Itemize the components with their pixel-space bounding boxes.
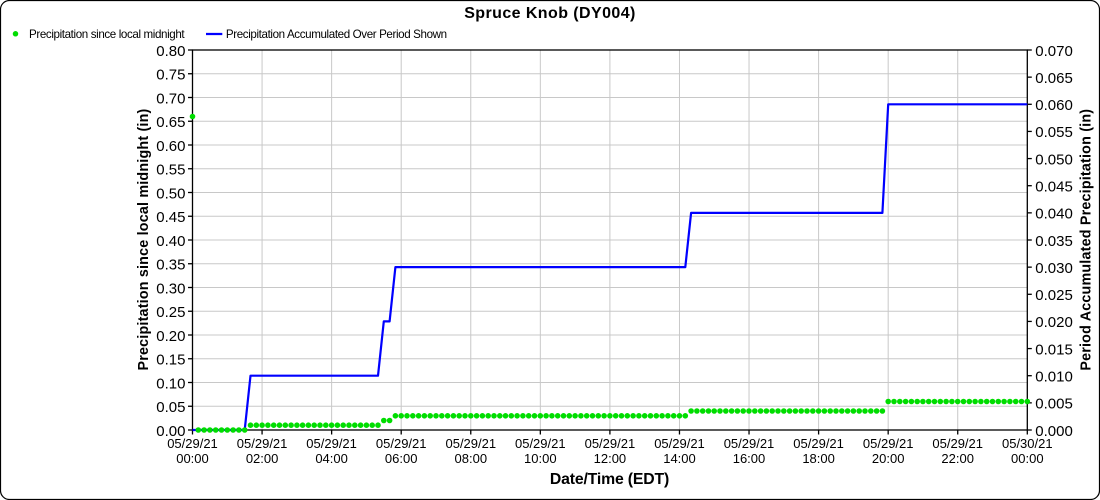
svg-text:0.035: 0.035 [1035,233,1073,250]
svg-text:18:00: 18:00 [802,451,835,466]
svg-text:Date/Time (EDT): Date/Time (EDT) [550,471,669,488]
svg-text:05/29/21: 05/29/21 [724,436,775,451]
svg-text:0.055: 0.055 [1035,124,1073,141]
svg-text:0.050: 0.050 [1035,151,1073,168]
svg-text:0.020: 0.020 [1035,314,1073,331]
svg-text:0.25: 0.25 [156,304,185,321]
svg-text:Period Accumulated Precipitati: Period Accumulated Precipitation (in) [1079,109,1095,371]
svg-text:0.030: 0.030 [1035,260,1073,277]
svg-text:05/29/21: 05/29/21 [515,436,566,451]
svg-text:0.065: 0.065 [1035,70,1073,87]
svg-text:00:00: 00:00 [176,451,209,466]
svg-text:05/29/21: 05/29/21 [585,436,636,451]
svg-text:05/29/21: 05/29/21 [654,436,705,451]
svg-text:0.50: 0.50 [156,185,185,202]
svg-text:05/29/21: 05/29/21 [793,436,844,451]
svg-text:0.20: 0.20 [156,328,185,345]
svg-text:04:00: 04:00 [315,451,348,466]
svg-text:0.55: 0.55 [156,162,185,179]
svg-text:0.30: 0.30 [156,280,185,297]
svg-text:0.80: 0.80 [156,43,185,60]
svg-text:10:00: 10:00 [524,451,557,466]
svg-text:05/29/21: 05/29/21 [863,436,914,451]
svg-text:02:00: 02:00 [246,451,279,466]
svg-text:Precipitation since local midn: Precipitation since local midnight (in) [136,108,152,370]
svg-text:0.15: 0.15 [156,352,185,369]
svg-text:0.00: 0.00 [156,423,185,440]
svg-text:0.005: 0.005 [1035,396,1073,413]
svg-text:0.000: 0.000 [1035,423,1073,440]
svg-text:0.10: 0.10 [156,375,185,392]
svg-text:06:00: 06:00 [385,451,418,466]
svg-text:05/30/21: 05/30/21 [1002,436,1053,451]
svg-text:05/29/21: 05/29/21 [932,436,983,451]
svg-text:0.025: 0.025 [1035,287,1073,304]
svg-text:0.75: 0.75 [156,67,185,84]
svg-text:Precipitation since local midn: Precipitation since local midnight [29,28,185,41]
svg-text:16:00: 16:00 [733,451,766,466]
svg-text:0.010: 0.010 [1035,369,1073,386]
svg-text:20:00: 20:00 [872,451,905,466]
svg-text:22:00: 22:00 [941,451,974,466]
svg-text:0.70: 0.70 [156,90,185,107]
svg-text:12:00: 12:00 [594,451,627,466]
svg-text:0.45: 0.45 [156,209,185,226]
svg-text:0.60: 0.60 [156,138,185,155]
svg-text:Precipitation Accumulated Over: Precipitation Accumulated Over Period Sh… [226,28,447,41]
svg-text:05/29/21: 05/29/21 [167,436,218,451]
svg-text:0.40: 0.40 [156,233,185,250]
svg-text:0.35: 0.35 [156,257,185,274]
svg-text:08:00: 08:00 [455,451,488,466]
svg-text:0.045: 0.045 [1035,179,1073,196]
svg-text:0.65: 0.65 [156,114,185,131]
svg-text:05/29/21: 05/29/21 [237,436,288,451]
svg-text:05/29/21: 05/29/21 [445,436,496,451]
svg-text:0.05: 0.05 [156,399,185,416]
svg-text:00:00: 00:00 [1011,451,1044,466]
svg-text:0.015: 0.015 [1035,341,1073,358]
svg-text:Spruce Knob (DY004): Spruce Knob (DY004) [464,5,636,22]
svg-text:05/29/21: 05/29/21 [376,436,427,451]
svg-text:14:00: 14:00 [663,451,696,466]
svg-text:0.060: 0.060 [1035,97,1073,114]
svg-text:0.040: 0.040 [1035,206,1073,223]
svg-text:05/29/21: 05/29/21 [306,436,357,451]
svg-text:0.070: 0.070 [1035,43,1073,60]
